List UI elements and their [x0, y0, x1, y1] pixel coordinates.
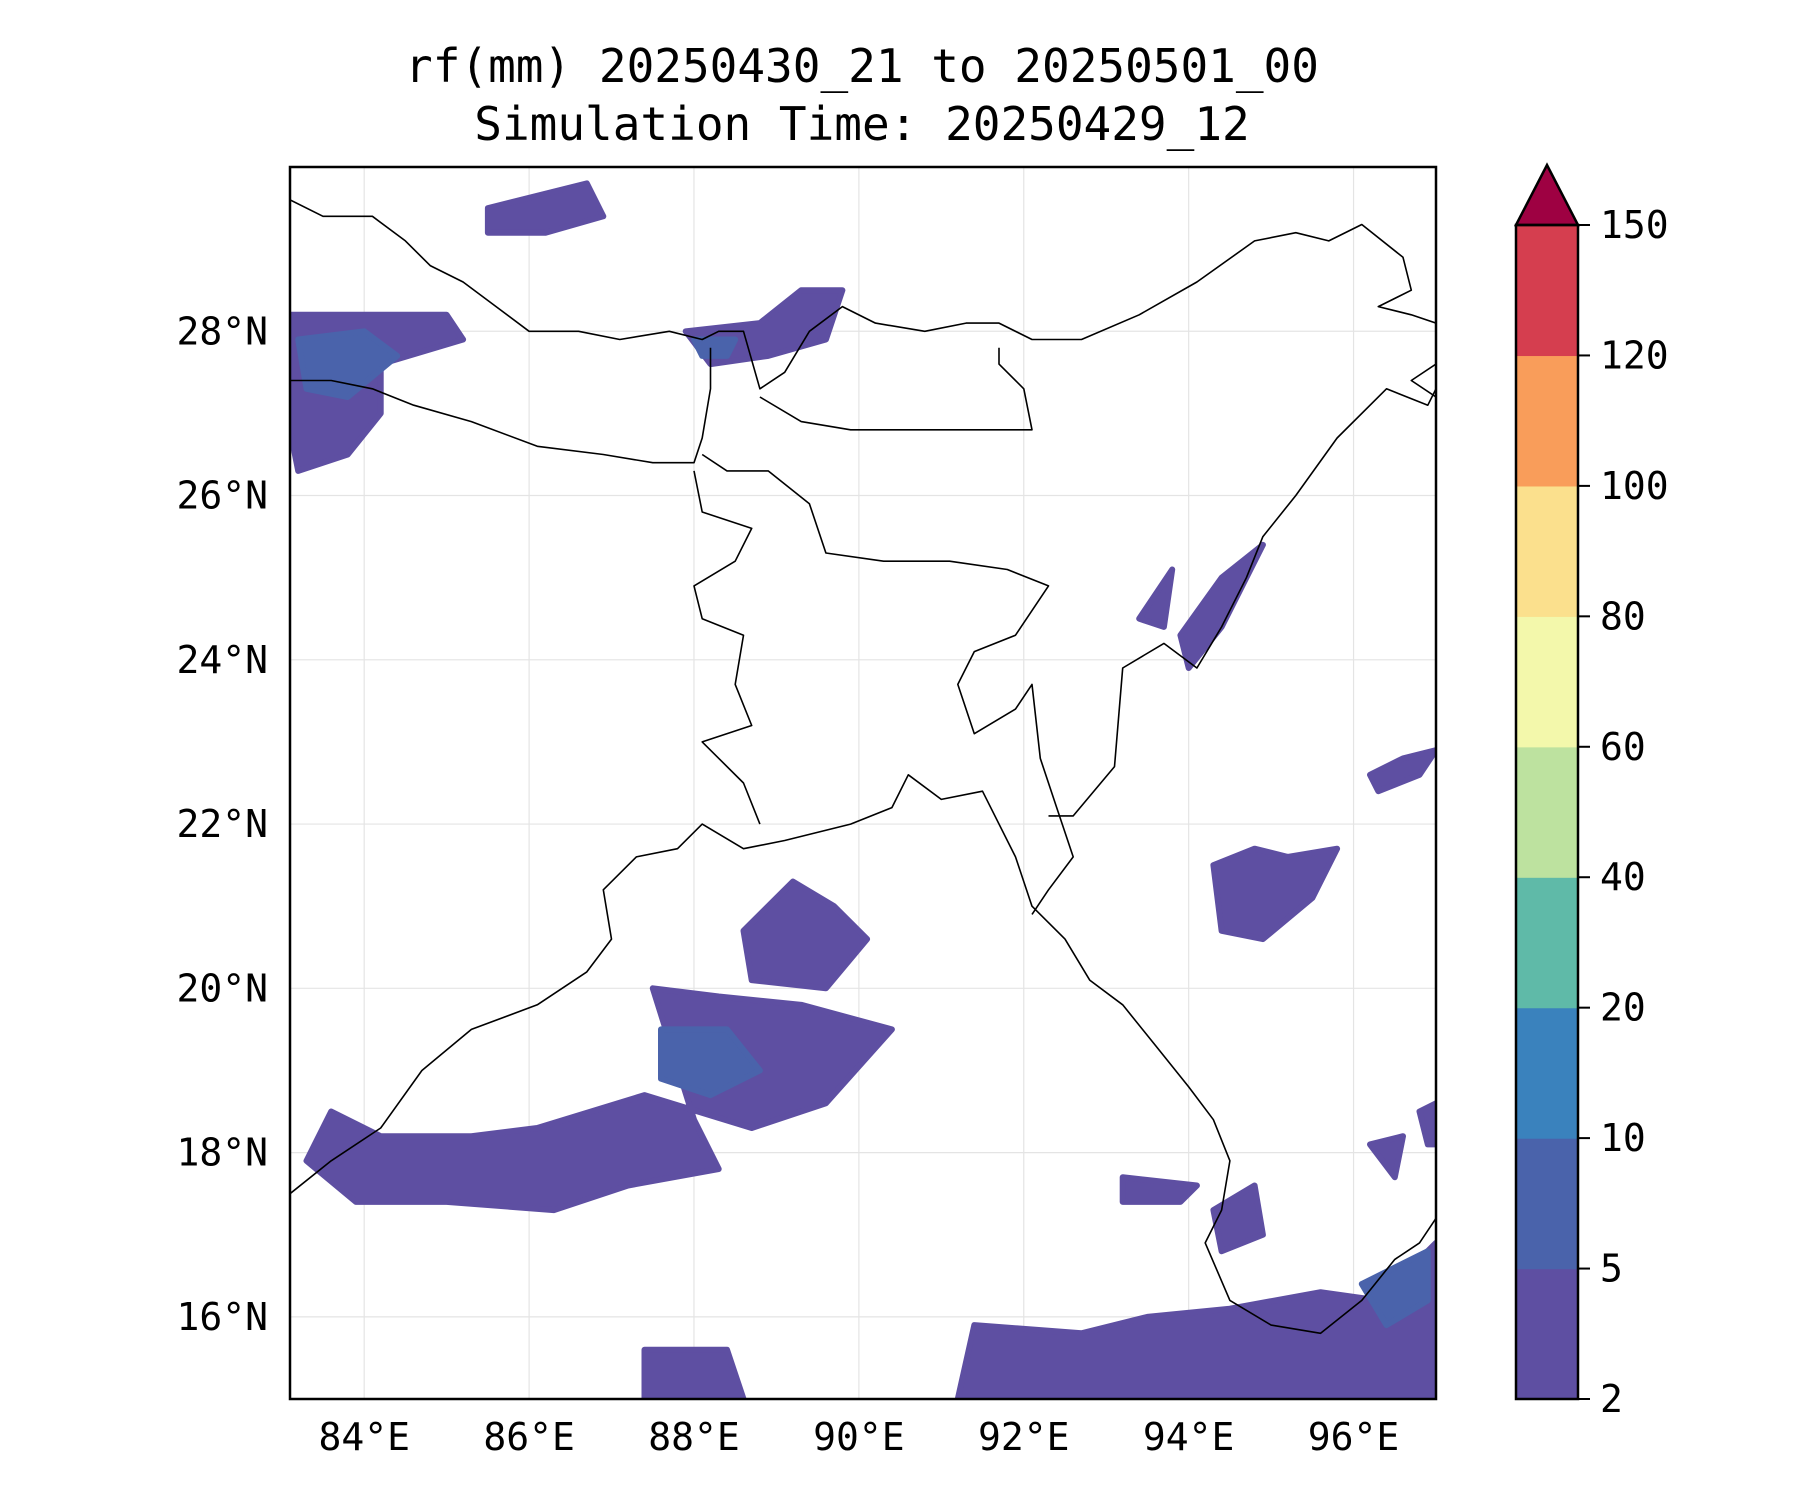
colorbar-tick-label: 80	[1600, 594, 1646, 638]
rain-region	[1358, 1248, 1431, 1329]
boundary-line	[693, 470, 761, 825]
boundary-line	[1410, 363, 1436, 398]
colorbar-tick-label: 2	[1600, 1377, 1623, 1421]
lon-tick-label: 94°E	[1143, 1415, 1235, 1459]
colorbar-band	[1516, 355, 1578, 487]
colorbar-band	[1516, 225, 1578, 357]
colorbar-band	[1516, 485, 1578, 617]
colorbar: 2 5 10 20 40 60 80 100 120 150	[1513, 162, 1669, 1421]
boundary-line	[290, 199, 1436, 390]
lat-tick-label: 20°N	[176, 966, 268, 1010]
longitude-labels: 84°E 86°E 88°E 90°E 92°E 94°E 96°E	[318, 1415, 1399, 1459]
colorbar-band	[1516, 1138, 1578, 1270]
rain-region	[1367, 747, 1436, 795]
boundary-layer	[290, 199, 1436, 1335]
lon-tick-label: 90°E	[813, 1415, 905, 1459]
lat-tick-label: 28°N	[176, 309, 268, 353]
rain-region	[303, 985, 895, 1214]
colorbar-extend-triangle	[1513, 162, 1581, 227]
lat-tick-label: 18°N	[176, 1131, 268, 1175]
colorbar-band	[1516, 746, 1578, 878]
colorbar-tick-label: 60	[1600, 725, 1646, 769]
boundary-line	[290, 773, 1436, 1335]
rain-region	[740, 878, 871, 992]
colorbar-tick-label: 10	[1600, 1116, 1646, 1160]
rain-region	[1210, 1182, 1266, 1255]
lon-tick-label: 92°E	[978, 1415, 1070, 1459]
rain-region	[484, 180, 607, 236]
colorbar-band	[1516, 1268, 1578, 1400]
rainfall-layer	[290, 180, 1436, 1399]
rain-region	[691, 336, 739, 359]
lon-tick-label: 86°E	[483, 1415, 575, 1459]
boundary-line	[1048, 387, 1436, 817]
lat-tick-label: 16°N	[176, 1295, 268, 1339]
rain-region	[1367, 1133, 1406, 1181]
rain-region	[641, 1346, 747, 1399]
lat-tick-label: 24°N	[176, 638, 268, 682]
lon-tick-label: 88°E	[648, 1415, 740, 1459]
lat-tick-label: 26°N	[176, 474, 268, 518]
colorbar-tick-label: 40	[1600, 855, 1646, 899]
colorbar-tick-label: 120	[1600, 333, 1669, 377]
colorbar-band	[1516, 616, 1578, 748]
colorbar-ticks: 2 5 10 20 40 60 80 100 120 150	[1578, 203, 1669, 1421]
lon-tick-label: 84°E	[318, 1415, 410, 1459]
colorbar-tick-label: 20	[1600, 986, 1646, 1030]
lon-tick-label: 96°E	[1308, 1415, 1400, 1459]
rain-region	[658, 1026, 763, 1099]
map-panel: 84°E 86°E 88°E 90°E 92°E 94°E 96°E 16°N 18°N 20°…	[176, 165, 1438, 1459]
boundary-line	[290, 347, 712, 464]
boundary-line	[759, 347, 1033, 431]
title-line-2: Simulation Time: 20250429_12	[474, 97, 1249, 151]
map-background	[290, 167, 1436, 1399]
colorbar-bands	[1516, 225, 1578, 1400]
gridlines	[290, 167, 1436, 1399]
rain-region	[1416, 1100, 1436, 1148]
title-line-1: rf(mm) 20250430_21 to 20250501_00	[405, 39, 1319, 93]
boundary-line	[701, 453, 1074, 915]
rain-region	[1136, 566, 1176, 630]
colorbar-band	[1516, 1007, 1578, 1139]
colorbar-tick-label: 150	[1600, 203, 1669, 247]
colorbar-frame	[1514, 223, 1580, 1401]
latitude-labels: 16°N 18°N 20°N 22°N 24°N 26°N 28°N	[176, 309, 268, 1339]
rain-region	[1119, 1174, 1200, 1205]
rain-region	[954, 1239, 1436, 1399]
map-frame	[288, 165, 1438, 1401]
rain-region	[1210, 845, 1341, 943]
title: rf(mm) 20250430_21 to 20250501_00 Simula…	[405, 39, 1319, 151]
colorbar-tick-label: 100	[1600, 464, 1669, 508]
colorbar-band	[1516, 877, 1578, 1009]
lat-tick-label: 22°N	[176, 802, 268, 846]
colorbar-tick-label: 5	[1600, 1247, 1623, 1291]
